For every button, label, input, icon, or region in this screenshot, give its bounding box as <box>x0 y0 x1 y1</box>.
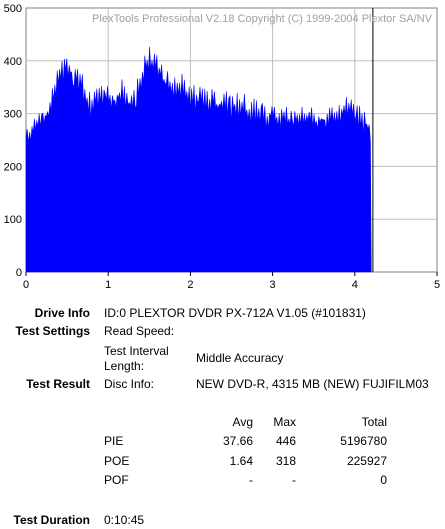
interval-label-line2: Length: <box>104 359 145 373</box>
row-max: 318 <box>275 454 296 468</box>
y-tick-label: 400 <box>4 56 22 68</box>
test-result-label: Test Result <box>26 377 90 391</box>
x-tick-label: 4 <box>352 279 358 290</box>
interval-value: Middle Accuracy <box>196 351 284 365</box>
y-tick-label: 100 <box>4 214 22 226</box>
series-area <box>25 46 372 273</box>
x-tick-labels: 0 1 2 3 4 5 <box>23 272 440 290</box>
interval-label-line1: Test Interval <box>104 344 169 358</box>
row-avg: 37.66 <box>222 434 253 448</box>
disc-info-label: Disc Info: <box>104 377 155 391</box>
row-name: PIE <box>104 434 124 448</box>
copyright-watermark: PlexTools Professional V2.18 Copyright (… <box>92 13 433 25</box>
x-tick-label: 3 <box>270 279 276 290</box>
row-avg: - <box>249 473 253 487</box>
y-tick-label: 300 <box>4 109 22 121</box>
test-duration-label: Test Duration <box>13 513 90 527</box>
read-speed-label: Read Speed: <box>104 324 175 338</box>
header-total: Total <box>361 415 387 429</box>
row-total: 0 <box>380 473 387 487</box>
x-tick-label: 2 <box>187 279 193 290</box>
data-area <box>25 46 372 273</box>
x-tick-label: 1 <box>105 279 111 290</box>
row-max: 446 <box>275 434 296 448</box>
row-avg: 1.64 <box>229 454 253 468</box>
header-avg: Avg <box>232 415 253 429</box>
drive-info-value: ID:0 PLEXTOR DVDR PX-712A V1.05 (#101831… <box>104 306 366 320</box>
y-tick-label: 500 <box>4 3 22 15</box>
test-duration-value: 0:10:45 <box>104 513 145 527</box>
y-tick-labels: 0 100 200 300 400 500 <box>4 3 22 279</box>
row-max: - <box>292 473 296 487</box>
y-tick-label: 200 <box>4 161 22 173</box>
test-settings-label: Test Settings <box>15 324 90 338</box>
row-name: POF <box>104 473 129 487</box>
row-name: POE <box>104 454 130 468</box>
row-total: 225927 <box>346 454 387 468</box>
header-max: Max <box>273 415 296 429</box>
y-tick-label: 0 <box>16 267 22 279</box>
row-total: 5196780 <box>340 434 387 448</box>
drive-info-label: Drive Info <box>34 306 90 320</box>
x-tick-label: 0 <box>23 279 29 290</box>
x-tick-label: 5 <box>434 279 440 290</box>
chart: PlexTools Professional V2.18 Copyright (… <box>4 3 440 290</box>
disc-info-value: NEW DVD-R, 4315 MB (NEW) FUJIFILM03 <box>196 377 429 391</box>
